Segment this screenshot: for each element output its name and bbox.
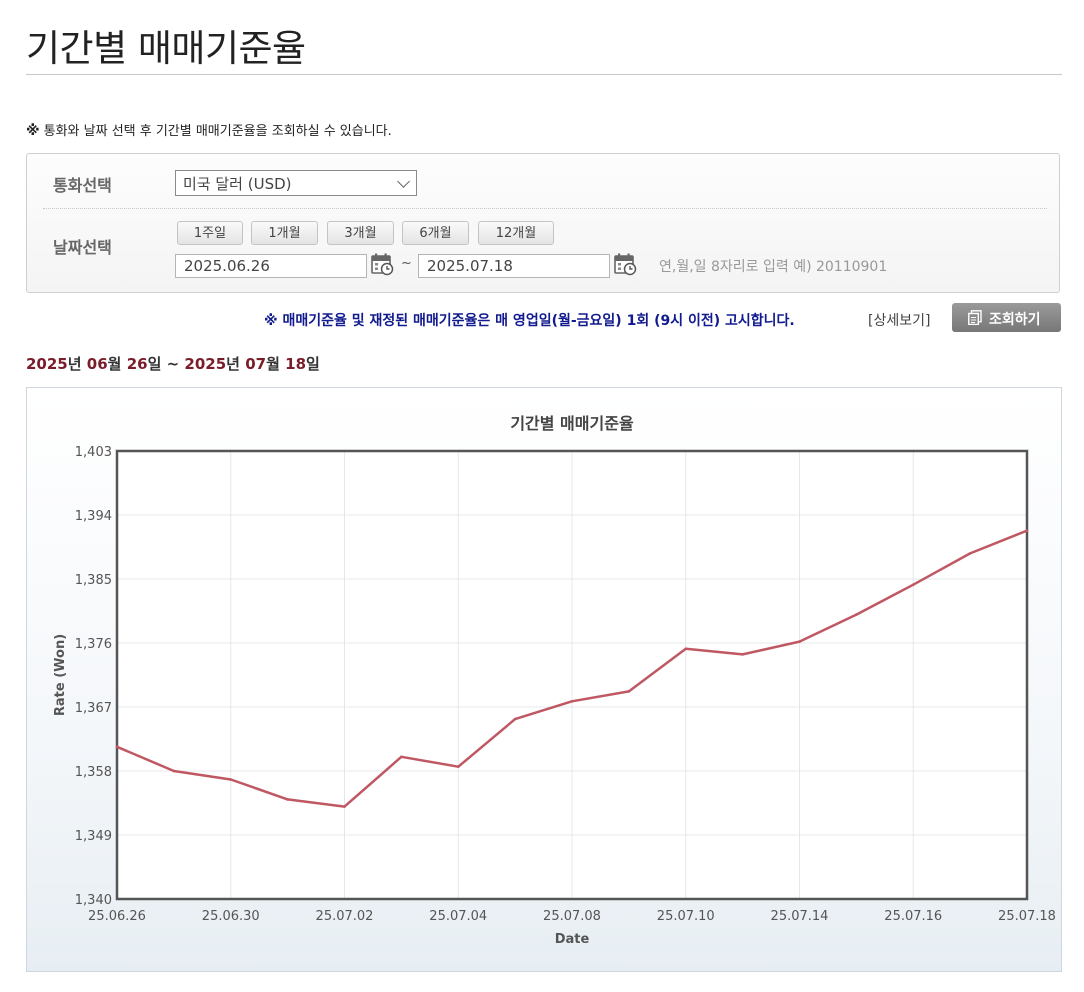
range-start-day: 26 (126, 355, 148, 373)
calendar-icon[interactable] (370, 252, 394, 276)
end-date-input[interactable]: 2025.07.18 (418, 254, 610, 278)
period-button-1week[interactable]: 1주일 (177, 221, 243, 245)
search-button-label: 조회하기 (989, 312, 1041, 328)
data-point (456, 765, 460, 769)
range-start-month: 06 (86, 355, 108, 373)
y-tick-label: 1,349 (75, 829, 112, 844)
x-tick-label: 25.06.30 (202, 909, 260, 924)
data-point (286, 798, 289, 801)
period-button-6months[interactable]: 6개월 (402, 221, 469, 245)
x-tick-label: 25.07.16 (884, 909, 942, 924)
chart-title: 기간별 매매기준율 (510, 414, 634, 433)
data-point (798, 640, 801, 643)
data-point (172, 769, 176, 773)
data-point (855, 613, 858, 616)
y-tick-label: 1,358 (75, 765, 112, 780)
data-point (968, 552, 972, 555)
notice-message: 통화와 날짜 선택 후 기간별 매매기준율을 조회하실 수 있습니다. (43, 124, 392, 139)
x-tick-label: 25.07.04 (429, 909, 487, 924)
y-tick-label: 1,385 (75, 573, 112, 588)
currency-select[interactable]: 미국 달러 (USD) (175, 170, 417, 196)
search-filter-panel: 통화선택 미국 달러 (USD) 날짜선택 1주일 1개월 3개월 6개월 12… (26, 153, 1060, 293)
date-range-separator: ~ (401, 256, 412, 271)
data-point (570, 700, 574, 703)
calendar-icon[interactable] (613, 252, 637, 276)
rate-line-chart: 1,340 1,349 1,358 1,367 1,376 1,385 1,394 1,403… (53, 414, 1056, 947)
data-point (229, 778, 233, 781)
selected-date-range: 2025년 06월 26일 ~ 2025년 07월 18일 (26, 353, 320, 374)
document-icon (968, 310, 982, 325)
range-end-year: 2025 (184, 355, 227, 373)
range-end-month: 07 (245, 355, 267, 373)
range-unit: 년 (226, 355, 240, 373)
y-axis-title: Rate (Won) (53, 634, 68, 716)
data-point (400, 755, 403, 759)
y-tick-label: 1,376 (75, 637, 112, 652)
search-button[interactable]: 조회하기 (952, 303, 1061, 332)
range-separator: ~ (161, 355, 185, 373)
detail-link[interactable]: [상세보기] (868, 313, 931, 329)
x-tick-label: 25.06.26 (88, 909, 146, 924)
x-tick-label: 25.07.08 (543, 909, 601, 924)
range-unit: 년 (67, 355, 82, 373)
title-divider (26, 74, 1062, 75)
data-point (911, 583, 915, 586)
chart-container: 1,340 1,349 1,358 1,367 1,376 1,385 1,394 1,403… (26, 387, 1062, 972)
data-point (627, 690, 631, 693)
data-point (513, 717, 517, 721)
date-format-hint: 연,월,일 8자리로 입력 예) 20110901 (659, 259, 888, 275)
range-unit: 월 (107, 355, 122, 373)
start-date-input[interactable]: 2025.06.26 (175, 254, 367, 278)
period-button-1month[interactable]: 1개월 (251, 221, 318, 245)
notice-text: ※ 통화와 날짜 선택 후 기간별 매매기준율을 조회하실 수 있습니다. (26, 120, 392, 139)
date-label: 날짜선택 (53, 238, 112, 257)
y-tick-label: 1,367 (75, 701, 112, 716)
x-axis-title: Date (555, 932, 590, 947)
range-unit: 일 (306, 355, 320, 373)
data-point (1025, 529, 1029, 532)
currency-select-value: 미국 달러 (USD) (183, 175, 292, 193)
y-tick-label: 1,403 (75, 445, 112, 460)
data-point (684, 647, 688, 650)
notice-mark: ※ (26, 123, 40, 139)
currency-label: 통화선택 (53, 176, 112, 195)
period-button-3months[interactable]: 3개월 (327, 221, 394, 245)
range-end-day: 18 (285, 355, 307, 373)
y-tick-label: 1,340 (75, 893, 112, 908)
data-point (741, 653, 744, 656)
data-point (115, 745, 119, 749)
x-tick-label: 25.07.02 (316, 909, 374, 924)
range-unit: 월 (266, 355, 280, 373)
period-button-12months[interactable]: 12개월 (478, 221, 554, 245)
filter-divider (43, 208, 1047, 209)
x-tick-label: 25.07.14 (771, 909, 829, 924)
announcement-text: ※ 매매기준율 및 재정된 매매기준율은 매 영업일(월-금요일) 1회 (9시… (264, 313, 795, 329)
data-point (343, 805, 346, 808)
page-title: 기간별 매매기준율 (26, 27, 306, 70)
x-tick-label: 25.07.10 (657, 909, 715, 924)
chevron-down-icon (397, 175, 410, 188)
y-tick-label: 1,394 (75, 509, 112, 524)
range-start-year: 2025 (26, 355, 68, 373)
x-tick-label: 25.07.18 (998, 909, 1056, 924)
plot-frame (115, 449, 1029, 901)
range-unit: 일 (147, 355, 162, 373)
